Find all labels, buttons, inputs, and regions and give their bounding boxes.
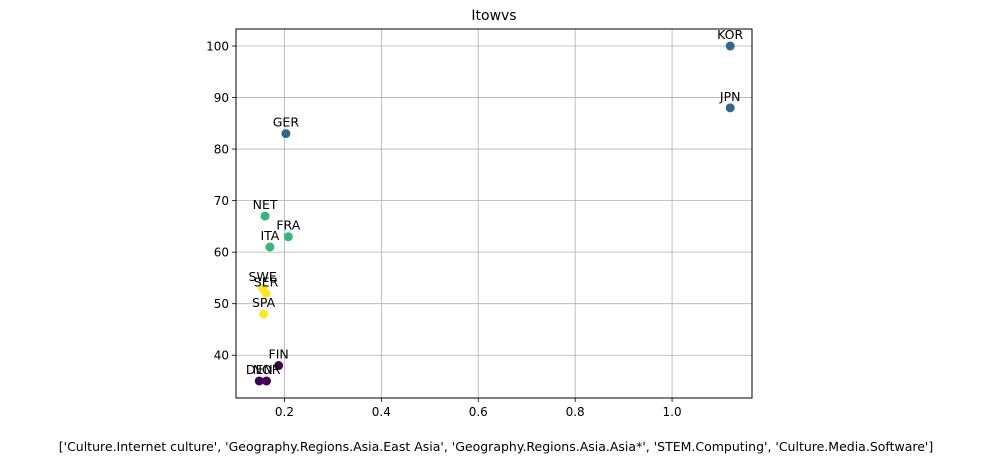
data-point <box>725 103 735 113</box>
chart-title: Itowvs <box>471 8 516 24</box>
data-point <box>261 288 271 298</box>
data-point <box>274 361 284 371</box>
plot-frame <box>235 28 753 399</box>
y-tick-label: 90 <box>214 91 229 105</box>
point-label: NET <box>253 197 278 212</box>
data-point <box>262 376 272 386</box>
y-tick-label: 40 <box>214 349 229 363</box>
x-tick-label: 0.4 <box>372 405 391 419</box>
x-tick-label: 0.8 <box>566 405 585 419</box>
y-tick-label: 50 <box>214 297 229 311</box>
data-point <box>265 242 275 252</box>
data-point <box>260 211 270 221</box>
x-axis-label: ['Culture.Internet culture', 'Geography.… <box>59 439 933 454</box>
grid-lines <box>236 29 752 398</box>
axis-ticks: 0.2 0.4 0.6 0.8 1.0 40 50 60 70 80 90 100 <box>206 40 682 419</box>
x-tick-label: 0.2 <box>275 405 294 419</box>
point-label: JPN <box>719 89 741 104</box>
x-tick-label: 0.6 <box>469 405 488 419</box>
point-label: ITA <box>260 228 279 243</box>
point-label: FRA <box>276 218 300 233</box>
point-label: SER <box>254 274 279 289</box>
y-tick-label: 70 <box>214 194 229 208</box>
y-tick-label: 80 <box>214 143 229 157</box>
point-label: FIN <box>269 347 289 362</box>
data-point <box>259 309 269 319</box>
point-label: SPA <box>252 295 276 310</box>
data-point <box>283 232 293 242</box>
point-label: NOR <box>253 362 281 377</box>
data-point <box>281 129 291 139</box>
x-tick-label: 1.0 <box>663 405 682 419</box>
point-label: KOR <box>717 27 743 42</box>
data-point <box>725 41 735 51</box>
point-label: GER <box>273 115 300 130</box>
data-point <box>254 376 264 386</box>
point-label: DEN <box>246 362 273 377</box>
y-tick-label: 60 <box>214 246 229 260</box>
y-tick-label: 100 <box>206 40 229 54</box>
point-label: SWE <box>249 269 277 284</box>
